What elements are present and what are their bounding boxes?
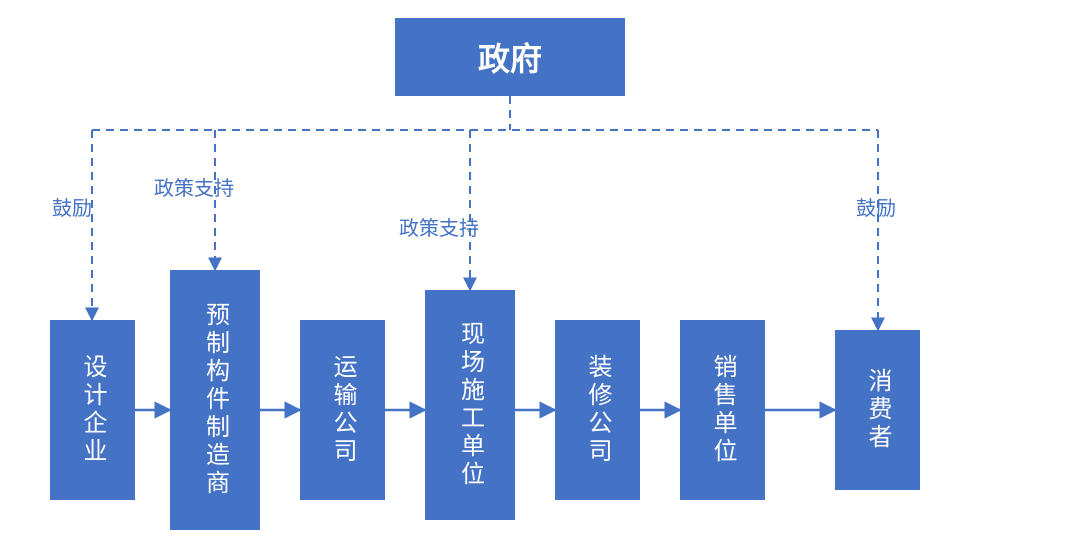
sales-node: 销售单位 (680, 320, 765, 500)
edge-label-encourage-2: 鼓励 (852, 190, 900, 223)
construction-label: 现场施工单位 (453, 321, 488, 489)
design-node: 设计企业 (50, 320, 135, 500)
gov-node: 政府 (395, 18, 625, 96)
design-label: 设计企业 (75, 354, 110, 466)
sales-label: 销售单位 (705, 354, 740, 466)
transport-label: 运输公司 (325, 354, 360, 466)
prefab-label: 预制构件制造商 (198, 302, 233, 498)
edge-label-policy-1: 政策支持 (150, 170, 238, 203)
decoration-node: 装修公司 (555, 320, 640, 500)
consumer-node: 消费者 (835, 330, 920, 490)
gov-label: 政府 (478, 34, 542, 80)
edge-label-policy-2: 政策支持 (395, 210, 483, 243)
edge-label-encourage-1: 鼓励 (48, 190, 96, 223)
construction-node: 现场施工单位 (425, 290, 515, 520)
transport-node: 运输公司 (300, 320, 385, 500)
decoration-label: 装修公司 (580, 354, 615, 466)
consumer-label: 消费者 (860, 368, 895, 452)
prefab-node: 预制构件制造商 (170, 270, 260, 530)
